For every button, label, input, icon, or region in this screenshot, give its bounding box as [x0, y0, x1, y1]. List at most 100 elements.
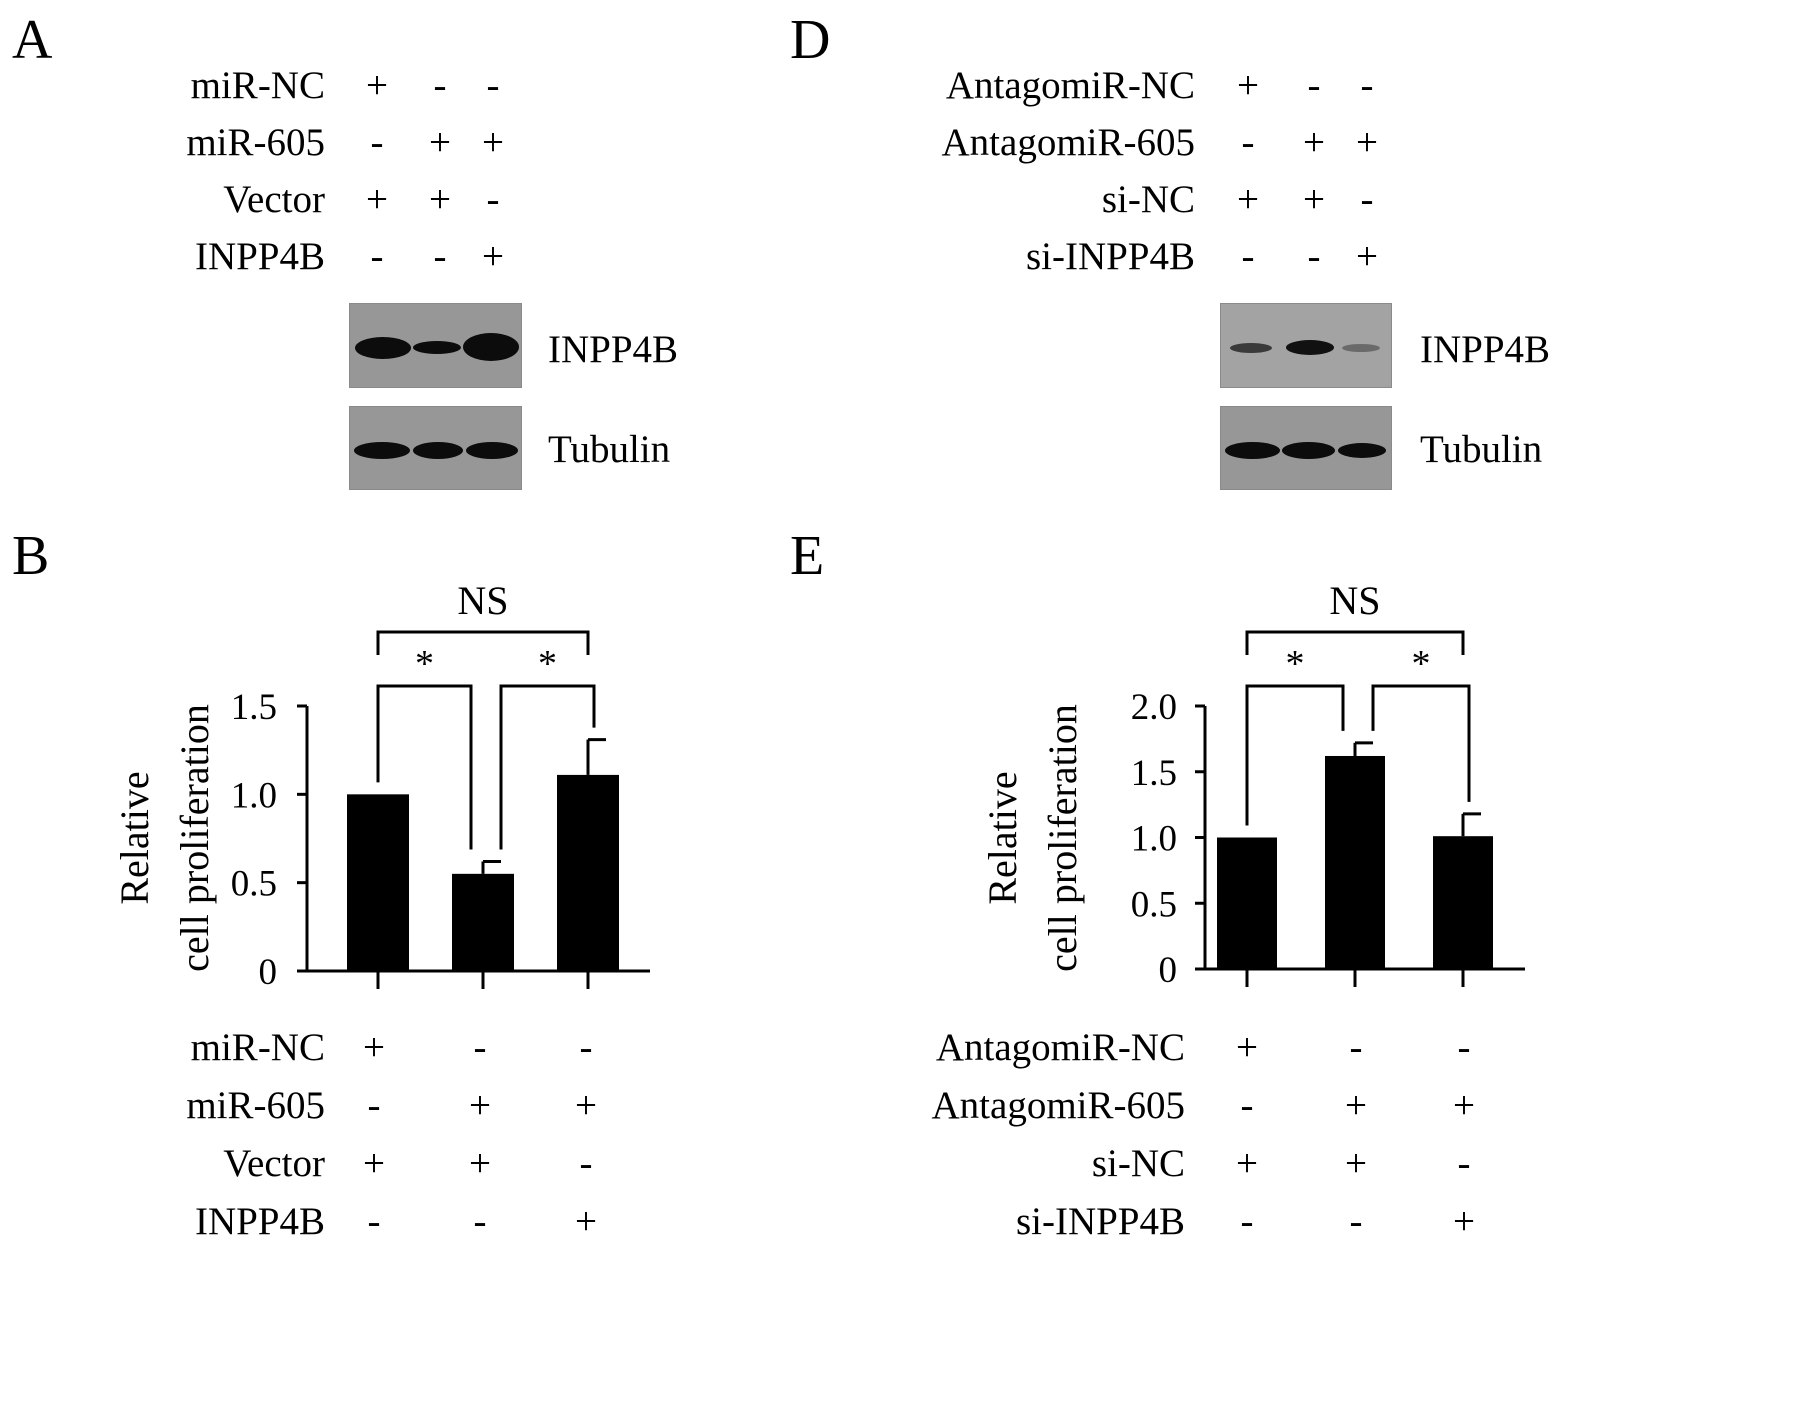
panel-d-sign: -: [1241, 121, 1255, 164]
significance-label: NS: [457, 578, 508, 623]
y-tick-label: 0.5: [1131, 884, 1177, 925]
blot-band: [413, 442, 463, 459]
panel-d-row-label: si-INPP4B: [1025, 235, 1195, 278]
panel-b-sign: +: [469, 1142, 491, 1185]
panel-b-sign: +: [575, 1084, 597, 1127]
panel-e-row-label: si-NC: [1091, 1142, 1185, 1185]
panel-a-sign: -: [486, 178, 500, 221]
significance-label: *: [1286, 643, 1305, 685]
panel-e-sign: -: [1240, 1084, 1254, 1127]
panel-e-sign: +: [1345, 1084, 1367, 1127]
panel-e-sign: -: [1349, 1026, 1363, 1069]
y-axis-label: Relative: [980, 771, 1025, 904]
panel-d-blot-label-inpp4b: INPP4B: [1420, 328, 1551, 371]
panel-e-sign: +: [1453, 1200, 1475, 1243]
panel-a-sign: -: [486, 64, 500, 107]
panel-d-row-label: si-NC: [1101, 178, 1195, 221]
y-tick-label: 2.0: [1131, 687, 1177, 728]
panel-letter-a: A: [12, 9, 53, 71]
significance-bracket: [1371, 684, 1471, 802]
panel-a-sign: +: [429, 121, 451, 164]
panel-b-sign: -: [473, 1200, 487, 1243]
panel-b-row-label: INPP4B: [194, 1200, 325, 1243]
panel-d-sign: -: [1360, 64, 1374, 107]
panel-b-row-label: miR-NC: [190, 1026, 325, 1069]
panel-a-sign: +: [482, 121, 504, 164]
panel-b-row-label: miR-605: [186, 1084, 325, 1127]
panel-letter-b: B: [12, 525, 50, 587]
panel-a-row-label: miR-605: [186, 121, 325, 164]
panel-b-sign: +: [363, 1142, 385, 1185]
panel-e-sign: +: [1236, 1142, 1258, 1185]
panel-b-sign: -: [579, 1026, 593, 1069]
blot-band: [1230, 343, 1272, 353]
significance-bracket: [499, 684, 596, 850]
panel-d-sign: +: [1303, 178, 1325, 221]
panel-d-sign: -: [1307, 235, 1321, 278]
significance-bracket: [376, 630, 590, 655]
y-tick-label: 1.5: [231, 687, 277, 728]
y-axis-label: cell proliferation: [172, 704, 217, 972]
panel-d-tubulin-blot: [1220, 406, 1392, 490]
panel-letter-d: D: [790, 9, 831, 71]
panel-d-row-label: AntagomiR-NC: [945, 64, 1195, 107]
panel-d-sign: +: [1303, 121, 1325, 164]
panel-b-sign: -: [367, 1200, 381, 1243]
panel-e-sign: -: [1457, 1026, 1471, 1069]
bar: [557, 774, 619, 971]
panel-a-sign: +: [429, 178, 451, 221]
panel-b-sign: +: [363, 1026, 385, 1069]
blot-band: [1342, 344, 1380, 352]
significance-bracket: [376, 684, 473, 850]
panel-a-row-label: INPP4B: [194, 235, 325, 278]
panel-b-sign: -: [367, 1084, 381, 1127]
panel-a-sign: -: [433, 64, 447, 107]
panel-d-sign: +: [1356, 121, 1378, 164]
significance-label: *: [1412, 643, 1431, 685]
blot-band: [1225, 442, 1280, 459]
panel-b-sign: -: [473, 1026, 487, 1069]
bar: [347, 794, 409, 971]
panel-d-sign: -: [1360, 178, 1374, 221]
blot-band: [1286, 340, 1334, 355]
panel-d-row-label: AntagomiR-605: [941, 121, 1195, 164]
y-tick-label: 1.0: [1131, 819, 1177, 860]
panel-a-sign: -: [370, 235, 384, 278]
blot-band: [413, 341, 461, 354]
significance-bracket: [1245, 630, 1465, 655]
panel-e-sign: -: [1457, 1142, 1471, 1185]
bar: [452, 873, 514, 971]
y-tick-label: 1.5: [1131, 753, 1177, 794]
significance-label: *: [538, 643, 557, 685]
panel-d-inpp4b-blot: [1220, 303, 1392, 388]
panel-e-sign: +: [1453, 1084, 1475, 1127]
panel-a-blot-label-tubulin: Tubulin: [548, 428, 671, 471]
blot-band: [463, 333, 519, 361]
panel-d-sign: +: [1237, 178, 1259, 221]
blot-band: [1282, 442, 1335, 459]
panel-d-blot-label-tubulin: Tubulin: [1420, 428, 1543, 471]
y-tick-label: 1.0: [231, 775, 277, 816]
significance-label: *: [415, 643, 434, 685]
panel-d-sign: -: [1241, 235, 1255, 278]
panel-e-sign: -: [1349, 1200, 1363, 1243]
panel-e-sign: +: [1345, 1142, 1367, 1185]
bar: [1433, 836, 1493, 969]
panel-d-sign: +: [1237, 64, 1259, 107]
y-tick-label: 0.5: [231, 864, 277, 905]
panel-a-inpp4b-blot: [349, 303, 522, 388]
y-axis-label: Relative: [112, 771, 157, 904]
panel-e-row-label: AntagomiR-NC: [935, 1026, 1185, 1069]
panel-b-sign: +: [469, 1084, 491, 1127]
y-tick-label: 0: [1159, 950, 1178, 991]
bar: [1325, 755, 1385, 969]
panel-d-sign: +: [1356, 235, 1378, 278]
significance-bracket: [1245, 684, 1345, 826]
panel-b-row-label: Vector: [223, 1142, 325, 1185]
panel-b-sign: +: [575, 1200, 597, 1243]
blot-band: [466, 442, 518, 459]
panel-e-sign: -: [1240, 1200, 1254, 1243]
bar: [1217, 837, 1277, 969]
panel-letter-e: E: [790, 525, 825, 587]
